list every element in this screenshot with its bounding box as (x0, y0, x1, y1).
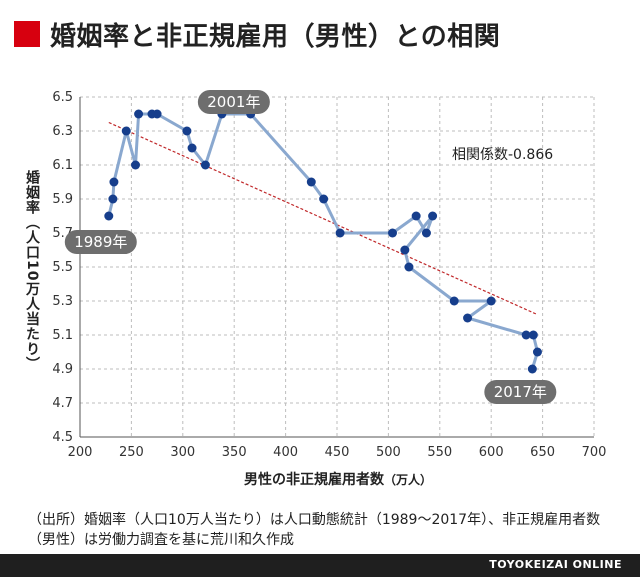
page-title: 婚姻率と非正規雇用（男性）との相関 (50, 21, 501, 52)
y-tick-label: 5.5 (52, 260, 73, 275)
grid-lines (80, 96, 595, 437)
data-point (421, 228, 431, 238)
data-point (306, 177, 316, 187)
x-axis-label: 男性の非正規雇用者数（万人） (244, 471, 432, 488)
annotation-pill (64, 230, 137, 254)
trendline-group (108, 121, 538, 316)
data-point (527, 364, 537, 374)
x-tick-label: 400 (273, 445, 298, 460)
x-tick-label: 350 (222, 445, 247, 460)
annotation-pill (484, 380, 557, 404)
annotation-label: 2017年 (484, 380, 557, 404)
x-axis-label-unit: （万人） (384, 472, 432, 487)
data-point (411, 211, 421, 221)
y-tick-label: 6.1 (52, 158, 73, 173)
footer-bar: TOYOKEIZAI ONLINE (0, 554, 640, 577)
x-tick-label: 250 (119, 445, 144, 460)
annotation-label: 2001年 (197, 90, 270, 114)
annotations: 1989年 2001年 2017年 (64, 90, 557, 404)
y-tick-label: 6.5 (52, 90, 73, 105)
brand-label: TOYOKEIZAI ONLINE (489, 558, 622, 571)
annotation-text: 1989年 (74, 233, 127, 251)
y-tick-label: 4.9 (52, 362, 73, 377)
y-tick-label: 6.3 (52, 124, 73, 139)
x-tick-label: 550 (427, 445, 452, 460)
data-point (388, 228, 398, 238)
x-tick-label: 650 (530, 445, 555, 460)
title-block: 婚姻率と非正規雇用（男性）との相関 (14, 14, 500, 54)
data-point (463, 313, 473, 323)
title-accent-square (14, 21, 40, 47)
y-tick-label: 5.1 (52, 328, 73, 343)
data-point (335, 228, 345, 238)
x-axis-label-main: 男性の非正規雇用者数 (244, 471, 385, 488)
data-point (404, 262, 414, 272)
data-point (449, 296, 459, 306)
annotation-text: 2017年 (494, 383, 547, 401)
data-point (131, 160, 141, 170)
x-tick-label: 300 (170, 445, 195, 460)
data-point (134, 109, 144, 119)
annotation-text: 2001年 (207, 93, 260, 111)
x-tick-label: 450 (325, 445, 350, 460)
data-point (152, 109, 162, 119)
data-point (108, 194, 118, 204)
data-point (187, 143, 197, 153)
y-tick-label: 5.3 (52, 294, 73, 309)
data-point (104, 211, 114, 221)
y-tick-label: 4.7 (52, 396, 73, 411)
data-point (109, 177, 119, 187)
source-note: （出所）婚姻率（人口10万人当たり）は人口動態統計（1989〜2017年）、非正… (28, 512, 601, 548)
trendline (108, 121, 538, 316)
annotation-label: 1989年 (64, 230, 137, 254)
x-tick-label: 600 (479, 445, 504, 460)
x-tick-label: 500 (376, 445, 401, 460)
data-point (200, 160, 210, 170)
correlation-label: 相関係数-0.866 (452, 147, 553, 163)
data-point (486, 296, 496, 306)
data-point (182, 126, 192, 136)
data-point (319, 194, 329, 204)
data-point (532, 347, 542, 357)
x-tick-label: 200 (68, 445, 93, 460)
y-tick-label: 4.5 (52, 430, 73, 445)
data-point (528, 330, 538, 340)
data-point (521, 330, 531, 340)
x-tick-label: 700 (582, 445, 607, 460)
y-tick-label: 5.9 (52, 192, 73, 207)
y-axis-label: 婚姻率（人口10万人当たり） (24, 170, 40, 372)
data-point (121, 126, 131, 136)
data-point (428, 211, 438, 221)
annotation-pill (197, 90, 270, 114)
data-point (400, 245, 410, 255)
